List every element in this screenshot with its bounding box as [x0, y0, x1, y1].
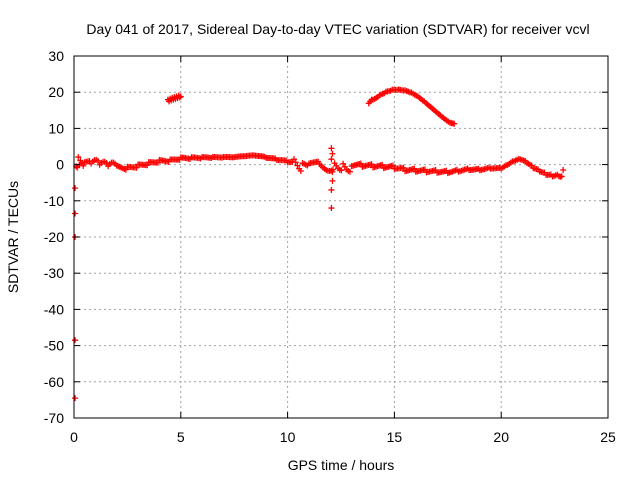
baseline-point [357, 160, 364, 167]
baseline-point [558, 173, 565, 180]
x-tick-label: 15 [387, 429, 403, 445]
y-tick-label: 30 [48, 48, 64, 64]
baseline-point [560, 167, 567, 174]
short-arc-point [176, 94, 183, 101]
long-arc-point [451, 120, 458, 127]
baseline-point [292, 159, 299, 166]
y-tick-label: 20 [48, 84, 64, 100]
baseline-point [297, 167, 304, 174]
short-arc-point [177, 93, 184, 100]
x-tick-label: 0 [70, 429, 78, 445]
outliers-point [72, 337, 79, 344]
x-tick-label: 25 [600, 429, 616, 445]
chart-title: Day 041 of 2017, Sidereal Day-to-day VTE… [86, 21, 589, 37]
y-tick-label: -60 [44, 374, 64, 390]
baseline-point [389, 162, 396, 169]
baseline-point [103, 159, 110, 166]
y-tick-label: -50 [44, 338, 64, 354]
x-tick-label: 10 [280, 429, 296, 445]
y-tick-label: -20 [44, 229, 64, 245]
baseline-point [411, 165, 418, 172]
outliers-point [72, 185, 79, 192]
y-tick-label: -30 [44, 265, 64, 281]
outliers-point [72, 210, 79, 217]
baseline-point [379, 161, 386, 168]
y-tick-label: 0 [56, 157, 64, 173]
outliers-point [328, 186, 335, 193]
y-tick-label: -70 [44, 410, 64, 426]
baseline-point [400, 164, 407, 171]
outliers-point [328, 205, 335, 212]
grid [74, 56, 608, 418]
outliers-point [328, 145, 335, 152]
x-tick-label: 5 [177, 429, 185, 445]
x-axis-label: GPS time / hours [288, 457, 395, 473]
y-tick-label: -10 [44, 193, 64, 209]
baseline-point [340, 160, 347, 167]
outliers-point [329, 177, 336, 184]
axis-ticks: 0 5 10 15 20 25 -70 -60 -50 -40 -30 -20 -10 0 10 20 30 [44, 48, 616, 445]
baseline-point [144, 162, 151, 169]
data-points [72, 86, 567, 402]
outliers-point [328, 156, 335, 163]
baseline-point [133, 164, 140, 171]
baseline-point [291, 156, 298, 163]
y-axis-label: SDTVAR / TECUs [5, 181, 21, 293]
baseline-point [75, 154, 82, 161]
outliers-point [329, 150, 336, 157]
y-tick-label: -40 [44, 301, 64, 317]
outliers-point [72, 395, 79, 402]
x-tick-label: 20 [493, 429, 509, 445]
baseline-point [80, 162, 87, 169]
baseline-point [94, 157, 101, 164]
baseline-point [338, 167, 345, 174]
outliers-point [329, 168, 336, 175]
baseline-point [294, 162, 301, 169]
baseline-point [346, 168, 353, 175]
baseline-point [368, 161, 375, 168]
y-tick-label: 10 [48, 120, 64, 136]
